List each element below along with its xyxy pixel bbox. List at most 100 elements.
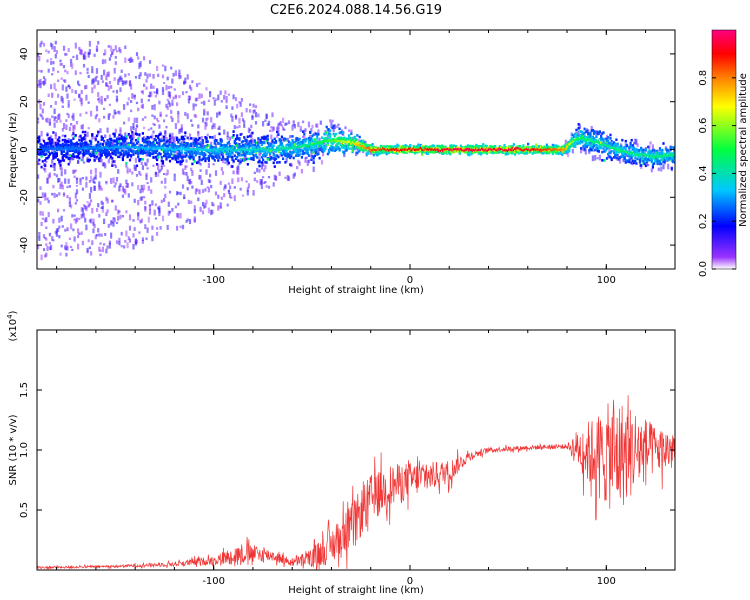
spectral-cell [156, 88, 159, 94]
spectral-cell [311, 134, 314, 138]
spectral-cell [209, 135, 212, 139]
spectral-cell [154, 217, 157, 220]
spectral-cell [145, 172, 148, 177]
spectral-cell [570, 139, 573, 142]
spectral-cell [276, 130, 279, 134]
spectral-cell [226, 135, 229, 140]
spectral-cell [552, 146, 556, 149]
spectral-cell [582, 146, 585, 151]
ridge-cell [269, 148, 272, 151]
spectral-cell [105, 82, 108, 87]
spectral-cell [239, 133, 242, 136]
ridge-cell [196, 147, 199, 150]
spectral-cell [95, 208, 99, 212]
spectral-cell [269, 143, 272, 146]
spectral-cell [249, 140, 252, 143]
spectral-cell [226, 151, 229, 154]
ridge-cell [605, 144, 609, 148]
spectral-cell [120, 69, 123, 73]
spectral-cell [587, 142, 590, 145]
ridge-cell [246, 149, 249, 152]
ridge-cell [616, 149, 619, 152]
ridge-cell [536, 148, 539, 151]
ridge-cell [489, 148, 492, 151]
spectral-cell [84, 134, 87, 137]
spectral-cell [123, 104, 126, 110]
spectral-cell [474, 150, 477, 154]
spectral-cell [299, 126, 302, 130]
spectral-cell [307, 154, 311, 157]
ridge-cell [362, 144, 365, 148]
spectral-cell [186, 150, 189, 153]
spectral-cell [423, 146, 426, 149]
spectral-cell [194, 152, 197, 155]
spectral-cell [298, 137, 301, 141]
ridge-cell [180, 149, 183, 152]
spectral-cell [578, 130, 581, 133]
spectral-cell [164, 193, 167, 198]
spectral-cell [172, 72, 175, 77]
spectral-cell [640, 148, 643, 152]
spectral-cell [139, 158, 142, 161]
spectral-cell [117, 209, 120, 215]
spectral-cell [164, 177, 167, 184]
spectral-cell [376, 153, 379, 157]
spectral-cell [130, 149, 133, 153]
spectral-cell [272, 182, 275, 187]
ridge-cell [472, 149, 475, 152]
spectral-cell [564, 143, 567, 146]
spectral-cell [262, 158, 265, 162]
spectral-cell [181, 138, 185, 141]
ridge-cell [625, 150, 629, 153]
spectral-cell [446, 151, 450, 155]
spectral-cell [230, 149, 233, 153]
spectral-cell [584, 149, 587, 155]
spectral-cell [190, 87, 193, 91]
ridge-cell [85, 146, 88, 149]
spectral-cell [72, 132, 75, 135]
spectral-cell [39, 103, 42, 110]
spectral-cell [179, 75, 182, 79]
spectral-cell [135, 174, 139, 177]
spectral-cell [79, 180, 82, 186]
spectral-cell [323, 149, 326, 152]
spectral-cell [164, 130, 167, 137]
spectral-cell [204, 153, 207, 156]
spectral-cell [193, 160, 196, 163]
spectral-cell [119, 183, 122, 188]
spectral-cell [280, 124, 283, 127]
spectral-cell [138, 74, 141, 80]
spectral-cell [229, 152, 232, 155]
spectral-cell [144, 140, 147, 144]
spectral-cell [191, 185, 194, 189]
spectral-cell [98, 233, 101, 237]
spectral-cell [172, 96, 175, 100]
spectral-cell [402, 146, 405, 149]
spectral-cell [270, 134, 273, 140]
spectral-cell [629, 150, 632, 153]
spectral-cell [218, 153, 221, 157]
spectral-cell [85, 84, 88, 89]
ridge-cell [516, 147, 519, 150]
ridge-cell [364, 146, 367, 149]
spectral-cell [309, 148, 312, 151]
spectral-cell [57, 144, 60, 147]
ridge-cell [481, 147, 484, 150]
spectral-cell [252, 103, 255, 108]
spectral-cell [225, 100, 228, 104]
spectral-cell [72, 228, 75, 232]
spectral-cell [249, 152, 252, 156]
spectral-cell [75, 189, 79, 195]
spectral-cell [115, 147, 119, 151]
spectral-cell [359, 143, 362, 147]
spectral-cell [316, 153, 319, 156]
spectral-cell [75, 54, 79, 60]
ridge-cell [55, 147, 58, 150]
spectral-cell [173, 88, 176, 91]
spectral-cell [635, 162, 638, 165]
spectral-cell [191, 153, 194, 157]
spectral-cell [210, 117, 213, 123]
ridge-cell [123, 146, 126, 149]
spectral-cell [110, 153, 113, 156]
spectral-cell [72, 126, 75, 133]
